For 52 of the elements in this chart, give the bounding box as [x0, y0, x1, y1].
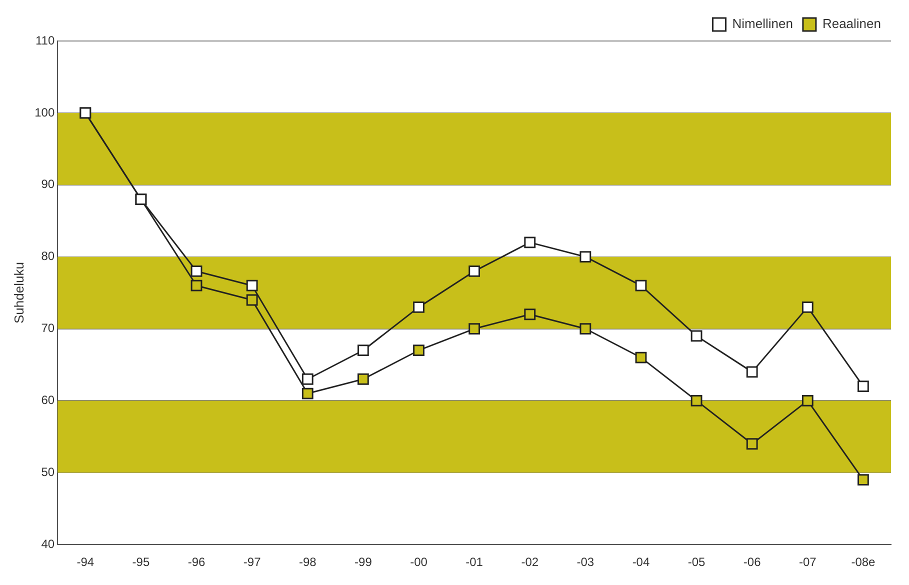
point	[802, 301, 814, 313]
y-tick-label: 110	[35, 33, 55, 48]
y-tick-label: 50	[41, 464, 55, 479]
x-tick-label: -04	[632, 555, 650, 570]
point	[580, 251, 592, 263]
point	[746, 366, 758, 378]
y-tick-label: 40	[41, 536, 55, 551]
y-tick-label: 90	[41, 177, 55, 192]
x-tick-label: -03	[576, 555, 594, 570]
point	[468, 323, 480, 334]
point	[635, 352, 647, 364]
point	[413, 344, 424, 356]
x-tick-label: -05	[688, 555, 706, 570]
point	[858, 474, 869, 486]
x-tick-label: -94	[76, 555, 94, 570]
point	[357, 373, 369, 385]
x-tick-label: -08e	[851, 555, 876, 570]
point	[690, 330, 702, 342]
point	[190, 280, 202, 292]
x-tick-label: -95	[132, 555, 150, 570]
x-tick-label: -97	[243, 555, 262, 570]
legend-label: Reaalinen	[822, 16, 881, 32]
point	[746, 438, 758, 450]
y-tick-label: 70	[41, 321, 55, 336]
y-tick-label: 80	[41, 249, 55, 264]
x-tick-label: -06	[743, 555, 762, 570]
point	[246, 280, 258, 292]
x-tick-label: -02	[521, 555, 539, 570]
point	[690, 395, 702, 406]
x-tick-label: -00	[410, 555, 428, 570]
y-tick-label: 100	[34, 105, 55, 120]
point	[858, 380, 869, 392]
legend-label: Nimellinen	[732, 16, 793, 32]
point	[302, 388, 314, 400]
point	[190, 266, 202, 277]
x-tick-label: -99	[354, 555, 372, 570]
point	[524, 236, 536, 248]
point	[635, 280, 647, 292]
y-tick-label: 60	[41, 393, 55, 408]
x-tick-label: -96	[188, 555, 206, 570]
point	[468, 266, 480, 277]
y-axis-title: Suhdeluku	[11, 262, 26, 324]
point	[580, 323, 592, 334]
point	[246, 294, 258, 306]
x-tick-label: -01	[466, 555, 484, 570]
x-tick-label: -07	[798, 555, 817, 570]
point	[802, 395, 814, 406]
x-tick-label: -98	[298, 555, 317, 570]
point	[357, 344, 369, 356]
point	[413, 301, 424, 313]
point	[302, 373, 314, 385]
point	[524, 308, 536, 320]
